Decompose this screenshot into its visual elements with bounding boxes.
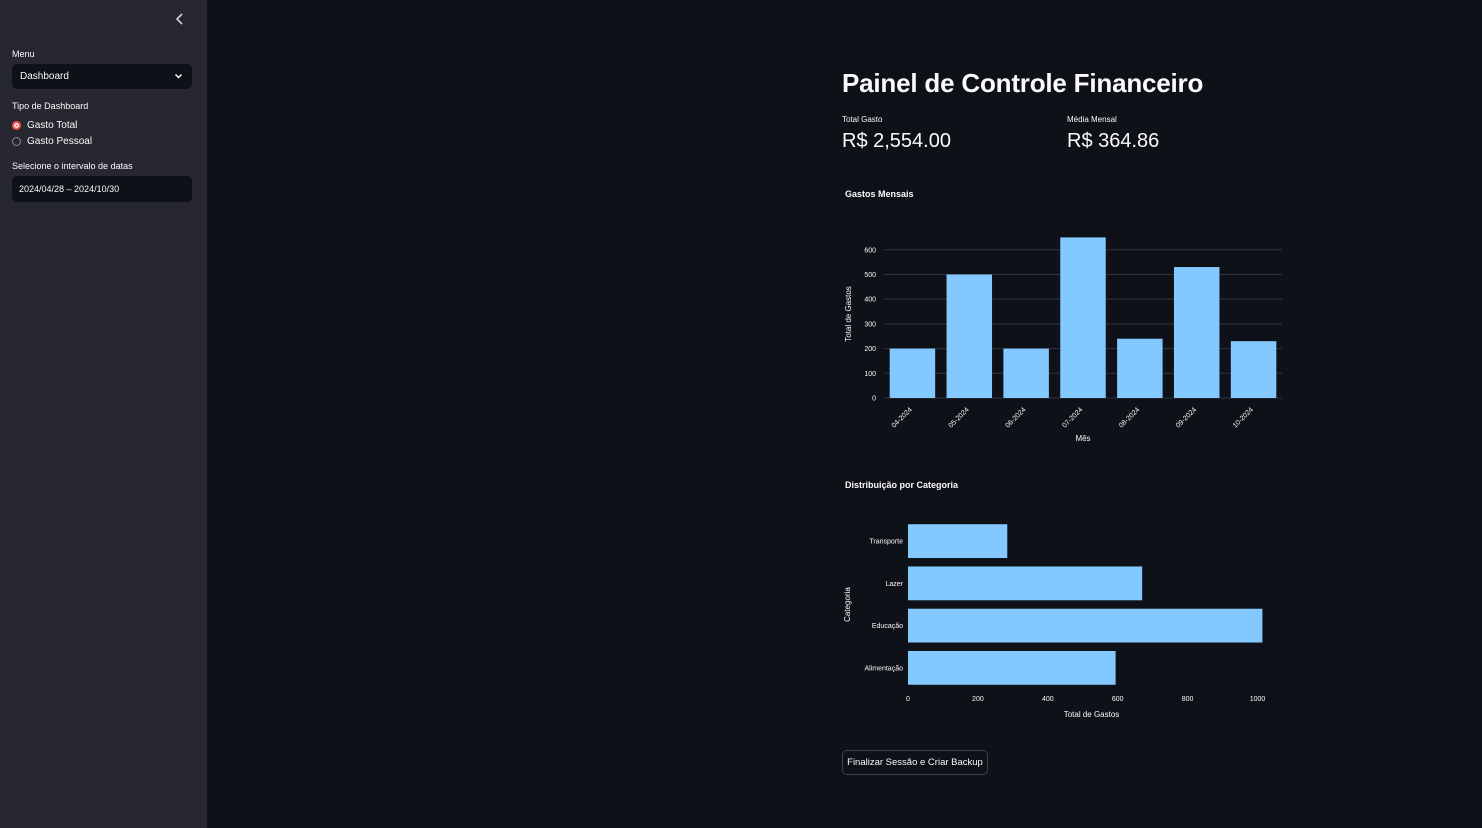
radio-selected-icon (12, 120, 21, 130)
y-tick-label: 300 (864, 321, 876, 328)
y-tick-label: 0 (872, 396, 876, 403)
y-tick-label: 100 (864, 371, 876, 378)
x-tick-label: 1000 (1250, 696, 1266, 703)
x-tick-label: 600 (1112, 696, 1124, 703)
x-axis-label: Total de Gastos (1064, 710, 1120, 719)
chart-title-monthly: Gastos Mensais (845, 189, 914, 199)
x-tick-label: 800 (1182, 696, 1194, 703)
x-tick-label: 400 (1042, 696, 1054, 703)
x-tick-label: 07-2024 (1061, 406, 1084, 429)
x-tick-label: 200 (972, 696, 984, 703)
x-tick-label: 10-2024 (1232, 406, 1255, 429)
menu-select-value: Dashboard (20, 71, 69, 82)
y-tick-label: Lazer (885, 581, 903, 588)
y-tick-label: Educação (872, 623, 903, 630)
radio-label: Gasto Pessoal (27, 135, 93, 147)
x-tick-label: 08-2024 (1118, 406, 1141, 429)
y-tick-label: Transporte (869, 539, 903, 546)
x-tick-label: 06-2024 (1004, 406, 1027, 429)
sidebar: Menu Dashboard Tipo de Dashboard Gasto T… (0, 0, 207, 828)
bar (1003, 348, 1049, 398)
bar (1117, 338, 1163, 398)
finish-session-backup-button[interactable]: Finalizar Sessão e Criar Backup (842, 750, 988, 775)
radio-gasto-pessoal[interactable]: Gasto Pessoal (12, 134, 92, 148)
metric-total-label: Total Gasto (842, 115, 883, 124)
y-tick-label: 400 (864, 297, 876, 304)
y-tick-label: 500 (864, 272, 876, 279)
x-tick-label: 0 (906, 696, 910, 703)
y-axis-label: Total de Gastos (844, 286, 853, 342)
x-tick-label: 05-2024 (948, 406, 971, 429)
menu-label: Menu (12, 49, 35, 59)
chevron-left-icon[interactable] (172, 13, 188, 29)
metric-average-value: R$ 364.86 (1067, 130, 1160, 152)
dashboard-type-label: Tipo de Dashboard (12, 101, 89, 111)
x-tick-label: 04-2024 (891, 406, 914, 429)
metric-average-label: Média Mensal (1067, 115, 1117, 124)
bar (946, 274, 993, 398)
chart-title-category: Distribuição por Categoria (845, 480, 959, 490)
bar (908, 566, 1143, 601)
date-range-label: Selecione o intervalo de datas (12, 161, 133, 171)
y-axis-label: Categoria (843, 587, 852, 622)
radio-unselected-icon (12, 136, 21, 146)
y-tick-label: Alimentação (864, 665, 903, 672)
bar (1173, 267, 1220, 398)
metric-total-value: R$ 2,554.00 (842, 130, 951, 152)
bar (1230, 341, 1277, 398)
bar (908, 650, 1116, 685)
x-tick-label: 09-2024 (1175, 406, 1198, 429)
date-range-input[interactable]: 2024/04/28 – 2024/10/30 (12, 176, 192, 202)
radio-label: Gasto Total (27, 119, 78, 131)
x-axis-label: Mês (1075, 434, 1090, 443)
bar (889, 348, 936, 398)
menu-select[interactable]: Dashboard (12, 64, 192, 89)
chevron-down-icon (174, 64, 183, 99)
bar (1060, 237, 1106, 398)
radio-gasto-total[interactable]: Gasto Total (12, 118, 77, 132)
bar (908, 524, 1008, 559)
page-title: Painel de Controle Financeiro (842, 68, 1204, 98)
y-tick-label: 600 (864, 247, 876, 254)
bar (908, 608, 1263, 643)
category-distribution-chart: Transporte Lazer Educação Alimentação 0 200 40… (843, 524, 1266, 719)
monthly-expenses-chart: 0 100 200 300 400 500 600 04-2024 05-2024 06-2024… (844, 237, 1282, 443)
y-tick-label: 200 (864, 346, 876, 353)
